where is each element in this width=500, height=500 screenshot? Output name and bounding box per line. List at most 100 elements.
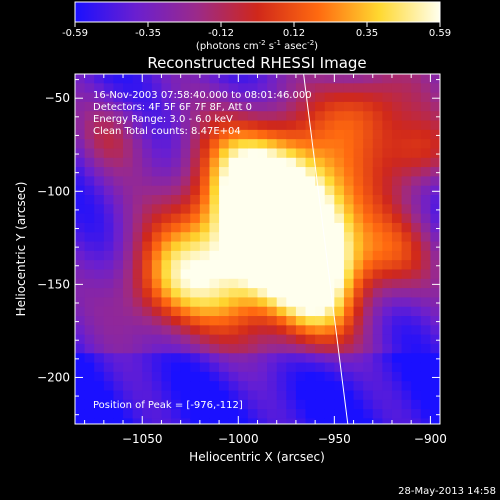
heatmap-cell	[132, 185, 143, 196]
heatmap-cell	[103, 241, 114, 252]
heatmap-cell	[411, 139, 422, 149]
heatmap-cell	[286, 129, 297, 140]
heatmap-cell	[132, 306, 143, 317]
heatmap-cell	[84, 334, 95, 345]
heatmap-cell	[151, 418, 162, 424]
heatmap-cell	[161, 325, 172, 336]
heatmap-cell	[343, 325, 355, 336]
heatmap-cell	[305, 139, 316, 149]
heatmap-cell	[391, 343, 403, 354]
heatmap-cell	[411, 185, 422, 196]
heatmap-cell	[324, 101, 335, 112]
heatmap-cell	[343, 101, 355, 112]
heatmap-cell	[382, 325, 393, 336]
heatmap-cell	[103, 222, 114, 233]
colorbar-tick-label: 0.12	[283, 28, 305, 39]
heatmap-cell	[228, 260, 239, 270]
heatmap-cell	[286, 297, 297, 308]
heatmap-cell	[430, 260, 440, 270]
heatmap-cell	[257, 250, 268, 261]
heatmap-cell	[334, 148, 345, 159]
heatmap-cell	[401, 381, 412, 391]
heatmap-cell	[324, 148, 335, 159]
heatmap-cell	[161, 111, 172, 122]
heatmap-cell	[84, 213, 95, 224]
heatmap-cell	[123, 325, 134, 336]
heatmap-cell	[219, 362, 230, 373]
heatmap-cell	[180, 343, 191, 354]
heatmap-cell	[190, 222, 201, 233]
heatmap-cell	[123, 241, 134, 252]
heatmap-cell	[382, 269, 393, 280]
heatmap-cell	[228, 101, 239, 112]
heatmap-cell	[113, 371, 124, 382]
heatmap-cell	[286, 288, 297, 298]
heatmap-cell	[315, 232, 326, 243]
heatmap-cell	[113, 120, 124, 131]
heatmap-cell	[276, 381, 287, 391]
heatmap-cell	[363, 325, 374, 336]
heatmap-cell	[94, 148, 105, 159]
heatmap-cell	[257, 222, 268, 233]
heatmap-cell	[315, 148, 326, 159]
heatmap-cell	[391, 278, 403, 289]
heatmap-cell	[391, 390, 403, 401]
heatmap-cell	[132, 101, 143, 112]
heatmap-cell	[267, 176, 278, 187]
heatmap-cell	[372, 390, 383, 401]
heatmap-cell	[276, 250, 287, 261]
heatmap-cell	[315, 371, 326, 382]
heatmap-cell	[190, 204, 201, 215]
heatmap-cell	[199, 306, 210, 317]
heatmap-cell	[84, 418, 95, 424]
heatmap-cell	[132, 120, 143, 131]
heatmap-cell	[228, 157, 239, 168]
heatmap-cell	[353, 269, 364, 280]
heatmap-cell	[180, 250, 191, 261]
heatmap-cell	[132, 278, 143, 289]
heatmap-cell	[84, 362, 95, 373]
heatmap-cell	[103, 139, 114, 149]
heatmap-cell	[411, 260, 422, 270]
heatmap-cell	[257, 157, 268, 168]
heatmap-cell	[161, 157, 172, 168]
heatmap-cell	[295, 409, 307, 419]
heatmap-cell	[401, 222, 412, 233]
heatmap-cell	[123, 288, 134, 298]
heatmap-cell	[199, 260, 210, 270]
heatmap-cell	[180, 409, 191, 419]
heatmap-cell	[209, 306, 220, 317]
heatmap-cell	[151, 362, 162, 373]
heatmap-cell	[132, 353, 143, 364]
heatmap-cell	[161, 213, 172, 224]
heatmap-cell	[238, 83, 249, 94]
heatmap-cell	[391, 418, 403, 424]
heatmap-cell	[343, 83, 355, 94]
heatmap-cell	[113, 83, 124, 94]
heatmap-cell	[228, 195, 239, 205]
heatmap-cell	[132, 139, 143, 149]
heatmap-cell	[401, 288, 412, 298]
heatmap-cell	[411, 316, 422, 326]
heatmap-cell	[295, 120, 307, 131]
heatmap-cell	[103, 288, 114, 298]
heatmap-cell	[401, 176, 412, 187]
energy-range-text: Energy Range: 3.0 - 6.0 keV	[93, 114, 233, 125]
heatmap-cell	[228, 148, 239, 159]
heatmap-cell	[209, 371, 220, 382]
y-tick-label: −200	[37, 370, 70, 384]
heatmap-cell	[420, 353, 431, 364]
heatmap-cell	[324, 74, 335, 84]
heatmap-cell	[123, 111, 134, 122]
x-axis-label: Heliocentric X (arcsec)	[189, 450, 325, 464]
heatmap-cell	[276, 213, 287, 224]
heatmap-cell	[267, 241, 278, 252]
heatmap-cell	[209, 409, 220, 419]
heatmap-cell	[363, 92, 374, 103]
heatmap-cell	[238, 325, 249, 336]
heatmap-cell	[132, 260, 143, 270]
heatmap-cell	[219, 101, 230, 112]
heatmap-cell	[94, 371, 105, 382]
heatmap-cell	[132, 213, 143, 224]
heatmap-cell	[420, 250, 431, 261]
